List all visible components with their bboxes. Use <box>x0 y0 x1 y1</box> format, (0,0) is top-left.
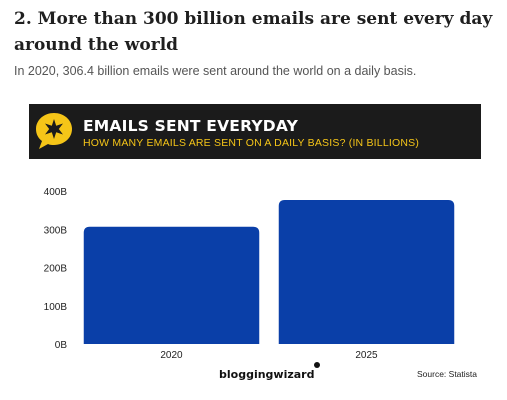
chart-banner: EMAILS SENT EVERYDAY HOW MANY EMAILS ARE… <box>29 104 481 159</box>
article-lead: In 2020, 306.4 billion emails were sent … <box>14 64 417 78</box>
bar-2020 <box>83 226 260 344</box>
star-speech-bubble-icon <box>36 113 72 149</box>
banner-title: EMAILS SENT EVERYDAY <box>83 117 298 135</box>
bar-2025 <box>278 200 455 344</box>
x-tick-label: 2025 <box>355 350 378 361</box>
bar-chart: 0B 100B 200B 300B 400B 2020 2025 <box>44 187 455 361</box>
logo-text: bloggingwizard <box>219 368 315 381</box>
bloggingwizard-logo: bloggingwizard <box>219 362 321 381</box>
banner-subtitle: HOW MANY EMAILS ARE SENT ON A DAILY BASI… <box>83 137 420 149</box>
logo-dot-icon <box>314 362 321 368</box>
y-tick-label: 300B <box>44 225 68 236</box>
y-tick-label: 200B <box>44 264 68 275</box>
y-tick-label: 0B <box>55 340 68 351</box>
x-tick-label: 2020 <box>160 350 183 361</box>
y-tick-label: 400B <box>44 187 68 198</box>
y-tick-label: 100B <box>44 302 68 313</box>
chart-source: Source: Statista <box>417 369 478 379</box>
article-heading: 2. More than 300 billion emails are sent… <box>14 9 493 55</box>
